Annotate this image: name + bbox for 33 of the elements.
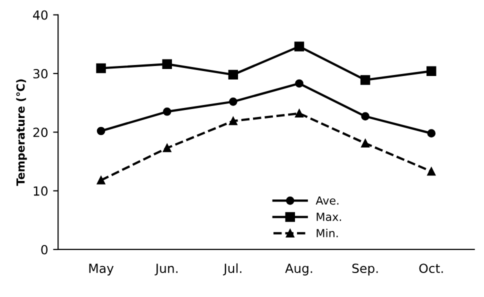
point xyxy=(294,42,304,52)
point xyxy=(427,129,436,138)
y-tick-label: 20 xyxy=(33,128,48,138)
point xyxy=(162,59,172,69)
point xyxy=(162,107,172,116)
point xyxy=(229,97,238,106)
y-tick-label: 10 xyxy=(34,186,48,196)
y-tick-label: 40 xyxy=(33,10,48,20)
point xyxy=(295,109,304,118)
legend-label: Ave. xyxy=(316,196,338,205)
point xyxy=(360,75,370,85)
x-tick-label: May xyxy=(89,264,114,276)
x-tick-label: Jul. xyxy=(222,263,242,276)
y-tick-label: 0 xyxy=(41,244,48,254)
legend-label: Min. xyxy=(316,228,338,238)
x-tick-label: Oct. xyxy=(419,264,443,274)
point xyxy=(228,70,238,80)
point xyxy=(96,63,106,74)
point xyxy=(427,167,436,176)
point xyxy=(96,126,106,136)
point xyxy=(295,79,304,88)
x-tick-label: Aug. xyxy=(285,264,312,276)
x-tick-label: Sep. xyxy=(352,264,378,276)
point xyxy=(361,112,370,120)
point xyxy=(361,139,370,148)
legend-label: Max. xyxy=(316,212,341,222)
point xyxy=(229,116,238,126)
point xyxy=(162,144,172,152)
point xyxy=(426,66,436,76)
y-tick-label: 30 xyxy=(33,68,48,78)
point xyxy=(96,176,106,184)
x-tick-label: Jun. xyxy=(154,264,178,276)
y-axis-title: Temperature (℃) xyxy=(16,79,27,186)
